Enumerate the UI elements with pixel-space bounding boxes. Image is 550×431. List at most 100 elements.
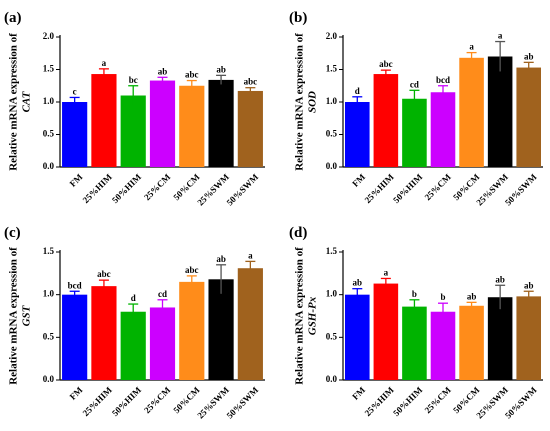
y-tick-label: 1.0 — [43, 96, 55, 106]
x-tick-label: 50%HIM — [391, 172, 425, 206]
significance-label: ab — [524, 280, 534, 290]
significance-label: b — [440, 292, 445, 302]
x-tick-label: 25%HIM — [363, 385, 397, 419]
y-tick-label: 2.0 — [326, 31, 338, 41]
significance-label: ab — [495, 274, 505, 284]
y-tick-label: 1.5 — [326, 246, 338, 256]
y-tick-label: 0.0 — [43, 374, 55, 384]
x-tick-label: 50%HIM — [110, 172, 144, 206]
bar — [62, 102, 88, 167]
y-axis-gene-label: CAT — [21, 90, 33, 112]
bar — [373, 283, 399, 380]
y-tick-label: 1.0 — [326, 289, 338, 299]
chart-panel-0: (a) Relative mRNA expression of CAT 0.0 0.5 1… — [4, 10, 265, 208]
bar — [120, 311, 146, 380]
bar — [91, 74, 117, 167]
chart-panel-3: (d) Relative mRNA expression of GSH-Px 0.0 0… — [289, 225, 543, 421]
y-axis-gene-label: GST — [21, 304, 33, 326]
significance-label: bcd — [436, 75, 450, 85]
bar — [237, 90, 263, 167]
bar — [373, 74, 399, 167]
x-tick-label: FM — [350, 172, 367, 189]
x-tick-label: 25%CM — [142, 172, 173, 203]
x-tick-label: 50%HIM — [110, 385, 144, 419]
significance-label: ab — [353, 278, 363, 288]
y-tick-label: 1.5 — [326, 64, 338, 74]
bar — [208, 79, 234, 167]
significance-label: ab — [216, 254, 226, 264]
panel-label: (c) — [4, 225, 21, 241]
y-axis-label: Relative mRNA expression of — [294, 247, 306, 385]
significance-label: abc — [185, 70, 199, 80]
chart-panel-2: (c) Relative mRNA expression of GST 0.0 0.5 1… — [4, 225, 265, 421]
x-tick-label: 25%HIM — [81, 385, 115, 419]
bar — [459, 57, 484, 167]
bar — [402, 98, 427, 167]
significance-label: abc — [244, 77, 258, 87]
significance-label: abc — [97, 269, 111, 279]
panel-label: (d) — [289, 225, 307, 241]
significance-label: ab — [216, 64, 226, 74]
bar — [179, 281, 205, 380]
bar — [516, 67, 541, 167]
y-axis-gene-label: SOD — [307, 91, 319, 113]
bar — [459, 305, 484, 380]
y-tick-label: 0.0 — [326, 161, 338, 171]
bar — [208, 279, 234, 380]
bar — [237, 268, 263, 380]
y-tick-label: 2.0 — [43, 31, 55, 41]
significance-label: cd — [158, 289, 167, 299]
y-tick-label: 1.5 — [43, 246, 55, 256]
bar — [120, 95, 146, 167]
significance-label: a — [102, 58, 107, 68]
significance-label: d — [131, 293, 136, 303]
bar — [430, 311, 456, 380]
x-tick-label: FM — [68, 172, 85, 189]
bar — [487, 297, 513, 380]
y-tick-label: 0.5 — [326, 331, 338, 341]
x-tick-label: 25%HIM — [81, 172, 115, 206]
y-tick-label: 0.5 — [43, 129, 55, 139]
significance-label: bc — [129, 75, 138, 85]
bar — [91, 286, 117, 380]
x-tick-label: 50%SWM — [503, 172, 539, 208]
bar — [402, 306, 427, 380]
x-tick-label: 25%CM — [142, 385, 173, 416]
bar — [516, 296, 541, 380]
panel-label: (a) — [4, 10, 22, 26]
x-tick-label: 25%CM — [423, 385, 454, 416]
x-tick-label: 25%HIM — [363, 172, 397, 206]
y-axis-gene-label: GSH-Px — [307, 296, 319, 335]
x-tick-label: 50%SWM — [225, 385, 261, 421]
bar — [149, 307, 176, 380]
x-tick-label: FM — [68, 385, 85, 402]
y-axis-label: Relative mRNA expression of — [8, 247, 20, 385]
significance-label: ab — [158, 66, 168, 76]
y-tick-label: 1.0 — [43, 289, 55, 299]
significance-label: c — [73, 86, 77, 96]
y-axis-label: Relative mRNA expression of — [294, 33, 306, 171]
x-tick-label: FM — [350, 385, 367, 402]
y-tick-label: 1.5 — [43, 64, 55, 74]
bar — [149, 80, 176, 167]
y-tick-label: 1.0 — [326, 96, 338, 106]
significance-label: cd — [410, 79, 419, 89]
x-tick-label: 50%HIM — [391, 385, 425, 419]
panel-label: (b) — [289, 10, 307, 26]
bar — [62, 294, 88, 380]
x-tick-label: 50%SWM — [503, 385, 539, 421]
chart-panel-1: (b) Relative mRNA expression of SOD 0.0 0.5 1… — [289, 10, 543, 208]
y-tick-label: 0.0 — [43, 161, 55, 171]
y-tick-label: 0.0 — [326, 374, 338, 384]
significance-label: d — [355, 86, 360, 96]
significance-label: a — [469, 42, 474, 52]
significance-label: a — [384, 267, 389, 277]
significance-label: bcd — [68, 280, 82, 290]
bar — [345, 102, 370, 167]
y-tick-label: 0.5 — [326, 129, 338, 139]
significance-label: b — [412, 289, 417, 299]
significance-label: a — [498, 31, 503, 41]
x-tick-label: 25%CM — [423, 172, 454, 203]
y-axis-label: Relative mRNA expression of — [8, 33, 20, 171]
